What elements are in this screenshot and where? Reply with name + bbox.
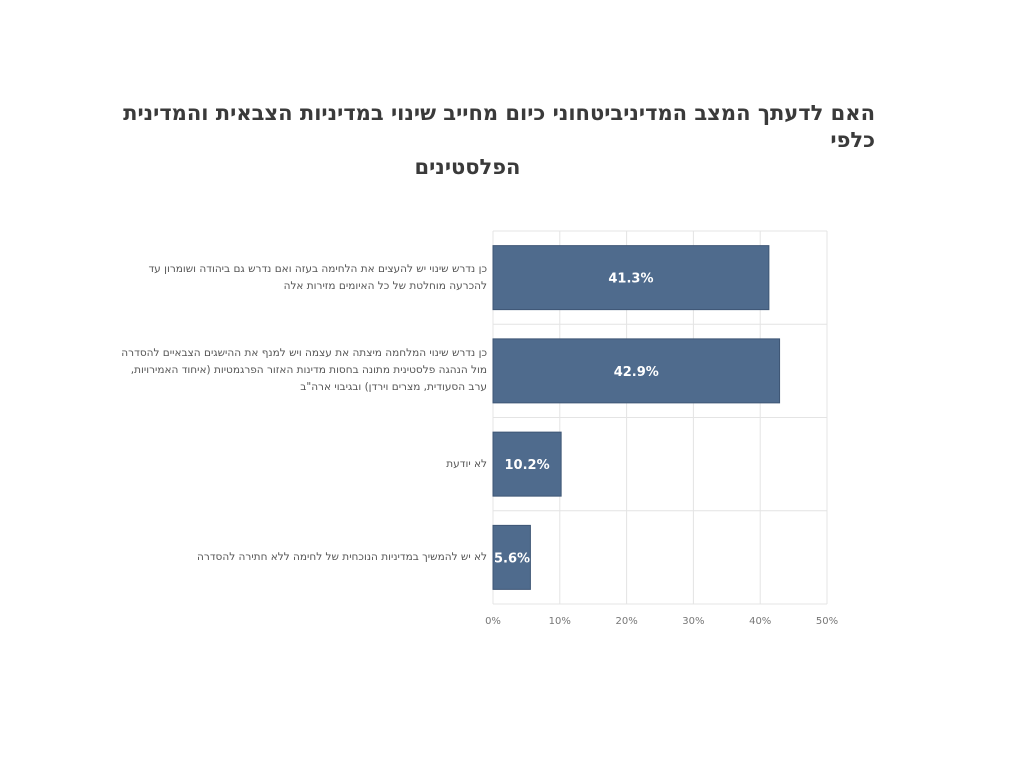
bar-value-label: 10.2% [505,458,550,473]
x-tick-label: 20% [615,616,637,627]
bar-value-label: 5.6% [494,551,530,566]
category-label-line: לא יודעת [446,457,487,470]
category-label: כן נדרש שינוי המלחמה מיצתה את עצמה ויש ל… [107,345,487,396]
category-label-line: כן נדרש שינוי יש להעצים את הלחימה בעזה ו… [148,262,487,275]
chart-title: האם לדעתך המצב המדיניביטחוני כיום מחייב … [100,100,875,181]
x-tick-label: 10% [549,616,571,627]
category-label-line: ערב הסעודית, מצרים וירדן) ובגיבוי ארה"ב [300,381,487,394]
chart-title-line-2: הפלסטינים [414,155,521,179]
category-label: כן נדרש שינוי יש להעצים את הלחימה בעזה ו… [107,261,487,295]
bar [492,338,781,404]
category-label: לא יודעת [107,456,487,473]
category-label-line: כן נדרש שינוי המלחמה מיצתה את עצמה ויש ל… [121,347,487,360]
bar [492,431,562,497]
category-label-line: מול הנהגה פלסטינית מתונה בחסות מדינות הא… [130,364,487,377]
x-tick-label: 0% [485,616,501,627]
x-tick-label: 40% [749,616,771,627]
bar [492,524,531,590]
x-tick-label: 30% [682,616,704,627]
category-label-line: לא יש להמשיך במדיניות הנוכחית של לחימה ל… [197,550,487,563]
category-label-line: להכרעה מוחלטת של כל האיומים מזירות אלה [283,279,487,292]
chart-title-line-1: האם לדעתך המצב המדיניביטחוני כיום מחייב … [123,101,875,152]
category-label: לא יש להמשיך במדיניות הנוכחית של לחימה ל… [107,549,487,566]
bar-value-label: 41.3% [608,272,653,287]
bar [492,245,770,311]
x-tick-label: 50% [816,616,838,627]
bar-value-label: 42.9% [614,365,659,380]
